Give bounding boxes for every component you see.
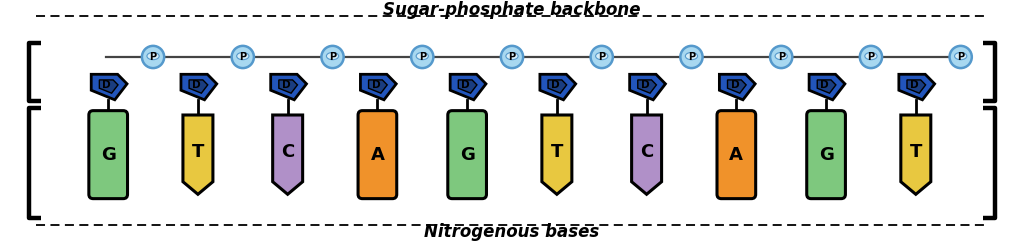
Polygon shape: [99, 80, 118, 93]
Text: C: C: [640, 143, 653, 161]
Polygon shape: [459, 80, 477, 93]
Polygon shape: [189, 80, 208, 93]
Text: C: C: [281, 143, 294, 161]
Circle shape: [860, 46, 882, 68]
Text: P: P: [240, 52, 247, 62]
Circle shape: [231, 46, 254, 68]
Text: P: P: [150, 52, 157, 62]
Ellipse shape: [865, 53, 878, 60]
Polygon shape: [720, 74, 755, 100]
Text: P: P: [419, 52, 426, 62]
Text: D: D: [102, 80, 111, 90]
Ellipse shape: [327, 53, 339, 60]
Polygon shape: [540, 74, 575, 100]
Text: Sugar-phosphate backbone: Sugar-phosphate backbone: [383, 1, 641, 19]
FancyBboxPatch shape: [447, 111, 486, 199]
Circle shape: [680, 46, 702, 68]
Polygon shape: [279, 80, 297, 93]
Text: D: D: [461, 80, 470, 90]
Polygon shape: [901, 115, 931, 194]
Circle shape: [412, 46, 433, 68]
Polygon shape: [270, 74, 306, 100]
FancyBboxPatch shape: [807, 111, 846, 199]
Polygon shape: [907, 80, 926, 93]
Polygon shape: [817, 80, 836, 93]
Text: D: D: [193, 80, 201, 90]
Text: P: P: [329, 52, 336, 62]
Text: D: D: [372, 80, 380, 90]
FancyBboxPatch shape: [358, 111, 396, 199]
Text: D: D: [820, 80, 828, 90]
Polygon shape: [369, 80, 387, 93]
Text: P: P: [509, 52, 515, 62]
Text: A: A: [371, 146, 384, 164]
Text: P: P: [867, 52, 874, 62]
Circle shape: [591, 46, 612, 68]
Polygon shape: [181, 74, 217, 100]
Text: G: G: [460, 146, 474, 164]
Polygon shape: [91, 74, 127, 100]
Text: T: T: [909, 143, 922, 161]
Polygon shape: [630, 74, 666, 100]
Ellipse shape: [685, 53, 697, 60]
Text: D: D: [910, 80, 919, 90]
Text: P: P: [688, 52, 695, 62]
Text: A: A: [729, 146, 743, 164]
Ellipse shape: [237, 53, 249, 60]
Polygon shape: [360, 74, 396, 100]
Polygon shape: [542, 115, 571, 194]
FancyBboxPatch shape: [89, 111, 128, 199]
Text: P: P: [598, 52, 605, 62]
Text: G: G: [100, 146, 116, 164]
Ellipse shape: [596, 53, 608, 60]
Text: P: P: [777, 52, 784, 62]
Text: G: G: [818, 146, 834, 164]
Polygon shape: [183, 115, 213, 194]
Ellipse shape: [506, 53, 518, 60]
Ellipse shape: [775, 53, 787, 60]
Ellipse shape: [416, 53, 428, 60]
Text: P: P: [957, 52, 965, 62]
Polygon shape: [899, 74, 935, 100]
Polygon shape: [451, 74, 486, 100]
FancyBboxPatch shape: [717, 111, 756, 199]
Text: T: T: [551, 143, 563, 161]
Polygon shape: [638, 80, 656, 93]
Text: T: T: [191, 143, 204, 161]
Text: D: D: [641, 80, 649, 90]
Circle shape: [949, 46, 972, 68]
Text: D: D: [282, 80, 291, 90]
Ellipse shape: [146, 53, 159, 60]
Polygon shape: [632, 115, 662, 194]
Circle shape: [501, 46, 523, 68]
Text: Nitrogenous bases: Nitrogenous bases: [424, 223, 600, 241]
Polygon shape: [548, 80, 566, 93]
Text: D: D: [551, 80, 560, 90]
Text: D: D: [730, 80, 739, 90]
Polygon shape: [272, 115, 303, 194]
Ellipse shape: [954, 53, 967, 60]
Polygon shape: [809, 74, 845, 100]
Circle shape: [770, 46, 793, 68]
Circle shape: [322, 46, 344, 68]
Circle shape: [142, 46, 164, 68]
Polygon shape: [727, 80, 746, 93]
